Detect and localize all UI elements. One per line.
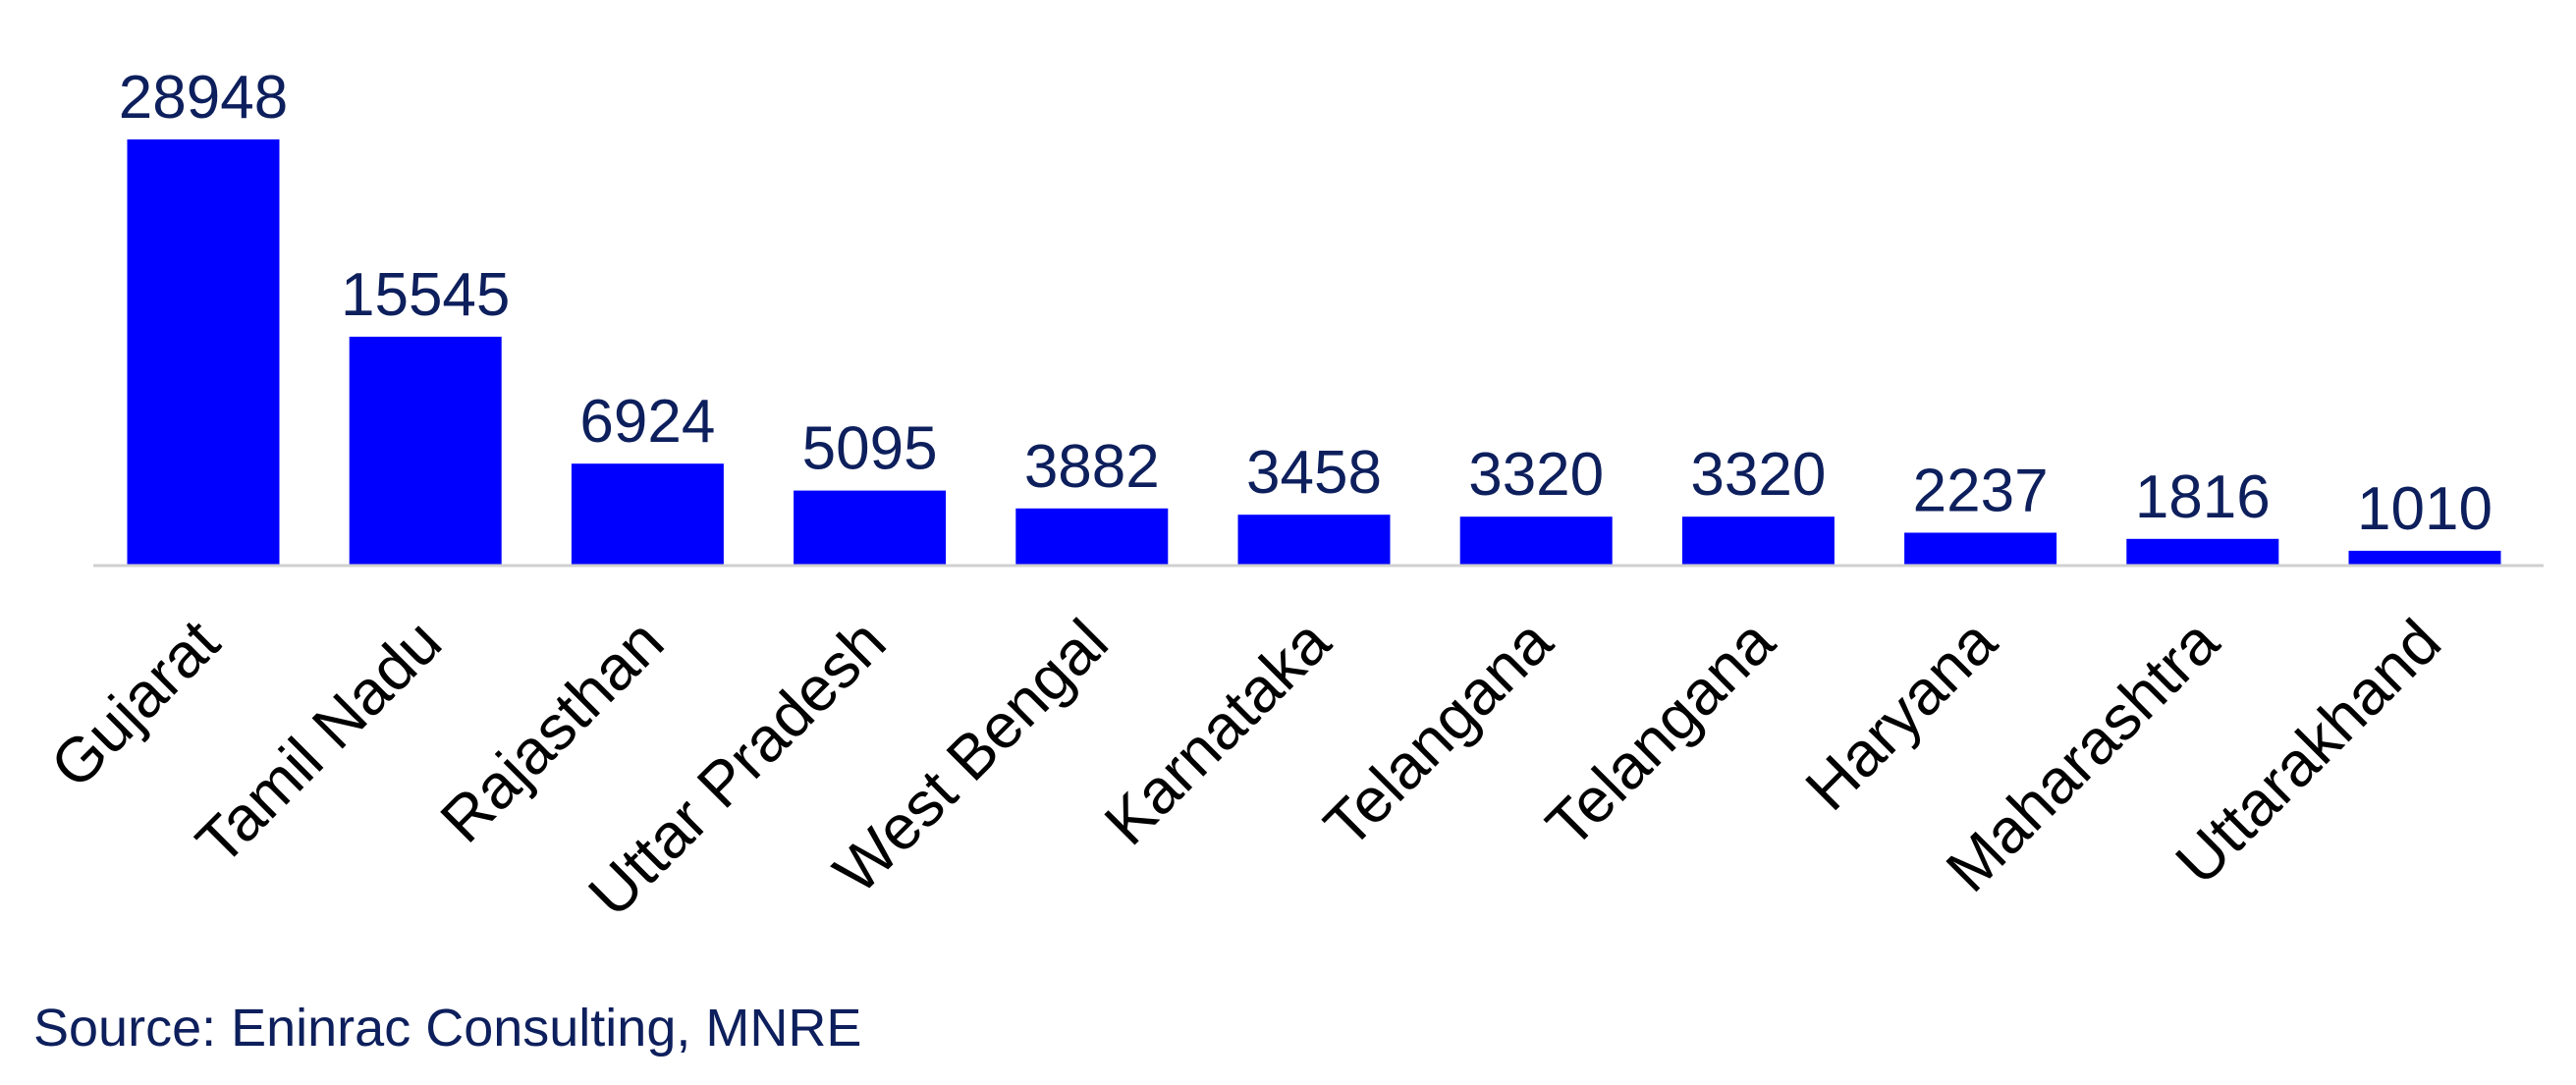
bar-10 bbox=[2348, 550, 2501, 566]
data-label-3: 5095 bbox=[802, 415, 938, 483]
data-label-5: 3458 bbox=[1246, 439, 1382, 507]
category-label-5: Karnataka bbox=[1091, 606, 1343, 858]
bar-9 bbox=[2126, 538, 2279, 566]
data-label-10: 1010 bbox=[2357, 475, 2493, 543]
bar-7 bbox=[1681, 516, 1835, 566]
data-label-6: 3320 bbox=[1468, 441, 1604, 509]
data-label-0: 28948 bbox=[119, 64, 288, 132]
bar-0 bbox=[127, 139, 280, 566]
data-label-7: 3320 bbox=[1690, 441, 1826, 509]
bar-8 bbox=[1904, 532, 2057, 566]
category-label-8: Haryana bbox=[1792, 606, 2010, 824]
bar-3 bbox=[794, 490, 947, 566]
data-label-2: 6924 bbox=[579, 388, 715, 456]
data-label-1: 15545 bbox=[341, 261, 510, 329]
bar-6 bbox=[1459, 516, 1613, 566]
bar-1 bbox=[349, 336, 502, 566]
data-label-8: 2237 bbox=[1913, 458, 2049, 525]
bar-5 bbox=[1237, 515, 1391, 566]
bar-2 bbox=[571, 463, 724, 566]
category-label-6: Telangana bbox=[1310, 606, 1565, 861]
bar-4 bbox=[1015, 508, 1169, 566]
data-label-9: 1816 bbox=[2135, 463, 2271, 531]
source-note: Source: Eninrac Consulting, MNRE bbox=[33, 999, 861, 1058]
category-label-7: Telangana bbox=[1533, 606, 1788, 861]
category-label-0: Gujarat bbox=[37, 606, 233, 801]
data-label-4: 3882 bbox=[1024, 433, 1160, 501]
